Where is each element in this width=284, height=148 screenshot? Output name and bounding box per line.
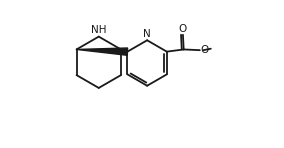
Text: NH: NH	[91, 25, 106, 35]
Text: O: O	[179, 24, 187, 34]
Polygon shape	[76, 48, 128, 55]
Text: N: N	[143, 29, 151, 39]
Text: O: O	[201, 45, 209, 55]
